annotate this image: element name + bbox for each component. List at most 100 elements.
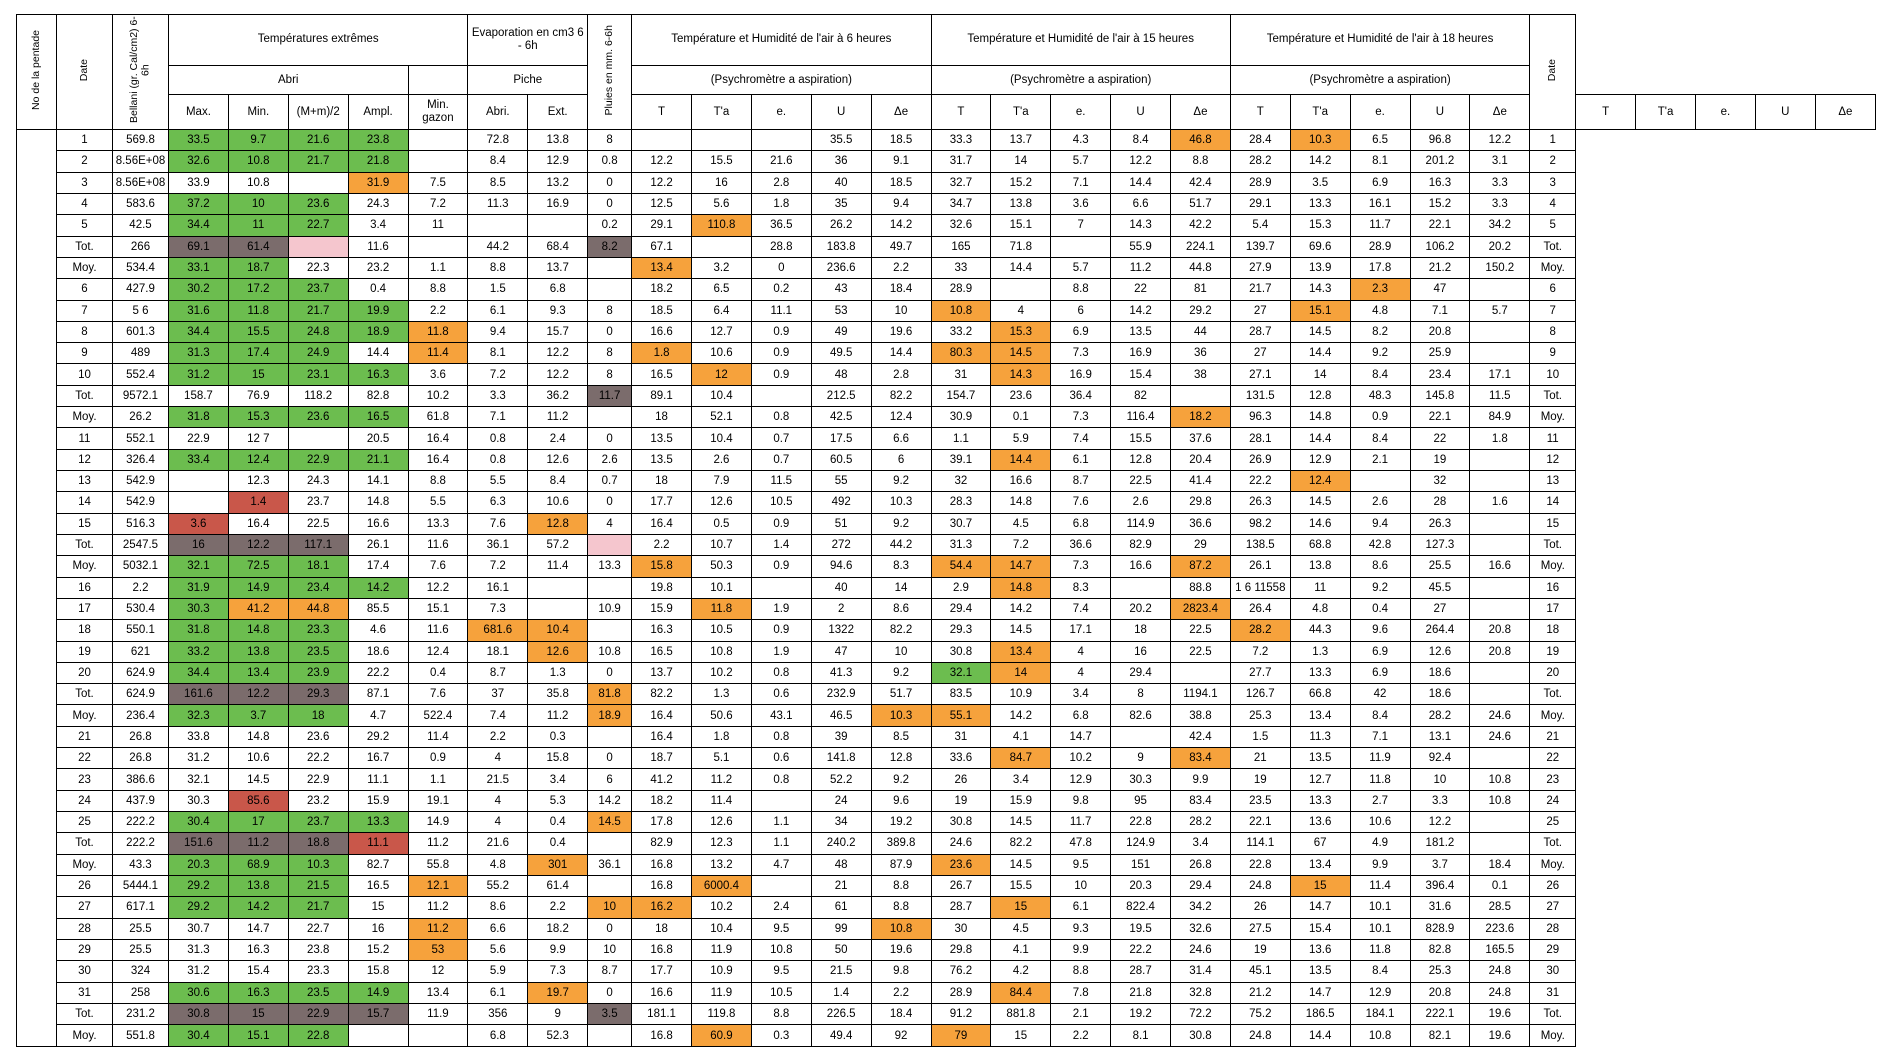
cell-value: 223.6 <box>1469 917 1531 940</box>
cell-value: 6.4 <box>691 299 752 322</box>
cell-pentade <box>16 598 57 620</box>
cell-value: 131.5 <box>1229 384 1291 408</box>
col-header-u-18h-2: U <box>1754 94 1816 130</box>
cell-value: 9.4 <box>467 320 529 344</box>
cell-value: 2.2 <box>112 576 169 599</box>
cell-value: 11.2 <box>691 768 752 791</box>
cell-value: 22.1 <box>1409 406 1471 429</box>
cell-value: 23.8 <box>287 938 349 962</box>
cell-value: 240.2 <box>810 832 872 855</box>
cell-value: 36.2 <box>527 384 589 408</box>
cell-value: 8.1 <box>467 342 529 365</box>
cell-value: 29 <box>1170 533 1231 557</box>
cell-value: 7.2 <box>467 555 529 578</box>
cell-value: 28.2 <box>1170 810 1231 834</box>
cell-value: 151 <box>1110 853 1171 876</box>
table-row: 28 25.5 30.7 14.7 22.7 16 11.2 6.6 18.2 0 18 10.4 9.… <box>16 917 1876 940</box>
cell-value: 44.8 <box>1170 256 1231 280</box>
cell-date: 12 <box>56 448 113 472</box>
cell-value: 23.9 <box>287 661 349 685</box>
cell-date: 2 <box>56 150 113 173</box>
cell-value: 92 <box>870 1024 932 1047</box>
cell-value: 2 <box>810 597 872 621</box>
cell-value: 72.8 <box>467 128 529 152</box>
cell-value: 24.3 <box>347 192 409 216</box>
cell-value <box>168 491 229 514</box>
cell-value: 19.6 <box>870 938 932 962</box>
cell-value: 9 <box>527 1002 589 1026</box>
cell-value: 389.8 <box>870 832 932 855</box>
cell-value: 20.3 <box>168 853 229 876</box>
cell-date-right: 10 <box>1529 363 1577 386</box>
cell-value: 4.5 <box>990 917 1052 940</box>
cell-value: 0.3 <box>527 725 589 749</box>
cell-value: 23.8 <box>347 128 409 152</box>
cell-value: 27 <box>1229 342 1291 365</box>
cell-value: 0.1 <box>1469 874 1531 898</box>
cell-value: 15.5 <box>1110 427 1171 450</box>
cell-value: 13.9 <box>1289 256 1351 280</box>
cell-value: 7.3 <box>1050 406 1112 429</box>
table-row: 1 569.8 33.5 9.7 21.6 23.8 72.8 13.8 8 35.5 18.5 33… <box>16 128 1876 152</box>
cell-value: 18.4 <box>870 278 932 301</box>
cell-date-right: 20 <box>1529 661 1577 685</box>
cell-value: 11.7 <box>1349 214 1411 237</box>
cell-value: 24.8 <box>1229 874 1291 898</box>
cell-value: 12.2 <box>1110 150 1171 173</box>
cell-value: 1.4 <box>810 981 872 1004</box>
col-header-u-15h: U <box>1110 94 1171 130</box>
cell-value: 530.4 <box>112 597 169 621</box>
subgroup-header-piche: Piche <box>467 65 589 95</box>
cell-value: 7.6 <box>1050 491 1112 514</box>
cell-value: 21.8 <box>1110 981 1171 1004</box>
cell-value: 15.5 <box>990 874 1052 898</box>
cell-value: 0.4 <box>527 832 589 855</box>
cell-value: 24.8 <box>1469 960 1531 983</box>
cell-value: 30.3 <box>168 789 229 813</box>
cell-value: 18.4 <box>1469 853 1531 876</box>
cell-value: 1194.1 <box>1170 683 1231 706</box>
cell-value: 82.6 <box>1110 704 1171 727</box>
subgroup-header-psychro-18h: (Psychromètre a aspiration) <box>1229 65 1531 95</box>
table-header: No de la pentade Date Bellani (gr. Cal/c… <box>16 14 1877 130</box>
cell-value: 82.2 <box>870 384 932 408</box>
cell-value: 4.2 <box>990 960 1052 983</box>
cell-value: 14.9 <box>407 810 469 834</box>
cell-value: 6.3 <box>467 491 529 514</box>
col-header-mm2: (M+m)/2 <box>287 94 349 130</box>
cell-value: 53 <box>407 938 469 962</box>
cell-pentade <box>16 683 57 705</box>
cell-value: 2.1 <box>1050 1002 1112 1026</box>
cell-value: 14.4 <box>870 342 932 365</box>
cell-value: 624.9 <box>112 683 169 706</box>
cell-value: 79 <box>930 1024 992 1047</box>
cell-value: 6.9 <box>1050 320 1112 344</box>
cell-value: 1.3 <box>527 661 589 685</box>
cell-pentade <box>16 214 57 237</box>
cell-value: 8.1 <box>1349 150 1411 173</box>
cell-value: 17.4 <box>227 342 289 365</box>
cell-value: 11.1 <box>750 299 812 322</box>
cell-pentade <box>16 726 57 748</box>
cell-value: 17.8 <box>631 810 692 834</box>
cell-value: 0 <box>587 491 633 514</box>
cell-value: 19.6 <box>1469 1002 1531 1026</box>
cell-pentade <box>16 577 57 599</box>
cell-value: 11.4 <box>527 555 589 578</box>
cell-value: 32.1 <box>168 768 229 791</box>
cell-value: 19 <box>1229 768 1291 791</box>
col-header-de-15h: Δe <box>1170 94 1231 130</box>
cell-value: 31.9 <box>347 171 409 194</box>
cell-value: 31 <box>930 725 992 749</box>
cell-value <box>1469 810 1531 834</box>
cell-value: 11.4 <box>691 789 752 813</box>
pentade-label: No de la pentade <box>29 29 42 110</box>
cell-value: 12.4 <box>870 406 932 429</box>
cell-value: 23.7 <box>287 491 349 514</box>
cell-value: 0.9 <box>750 555 812 578</box>
cell-value: 569.8 <box>112 128 169 152</box>
cell-value: 0 <box>750 256 812 280</box>
cell-value: 43.1 <box>750 704 812 727</box>
cell-date-right: 12 <box>1529 448 1577 472</box>
cell-value: 7.2 <box>467 363 529 386</box>
